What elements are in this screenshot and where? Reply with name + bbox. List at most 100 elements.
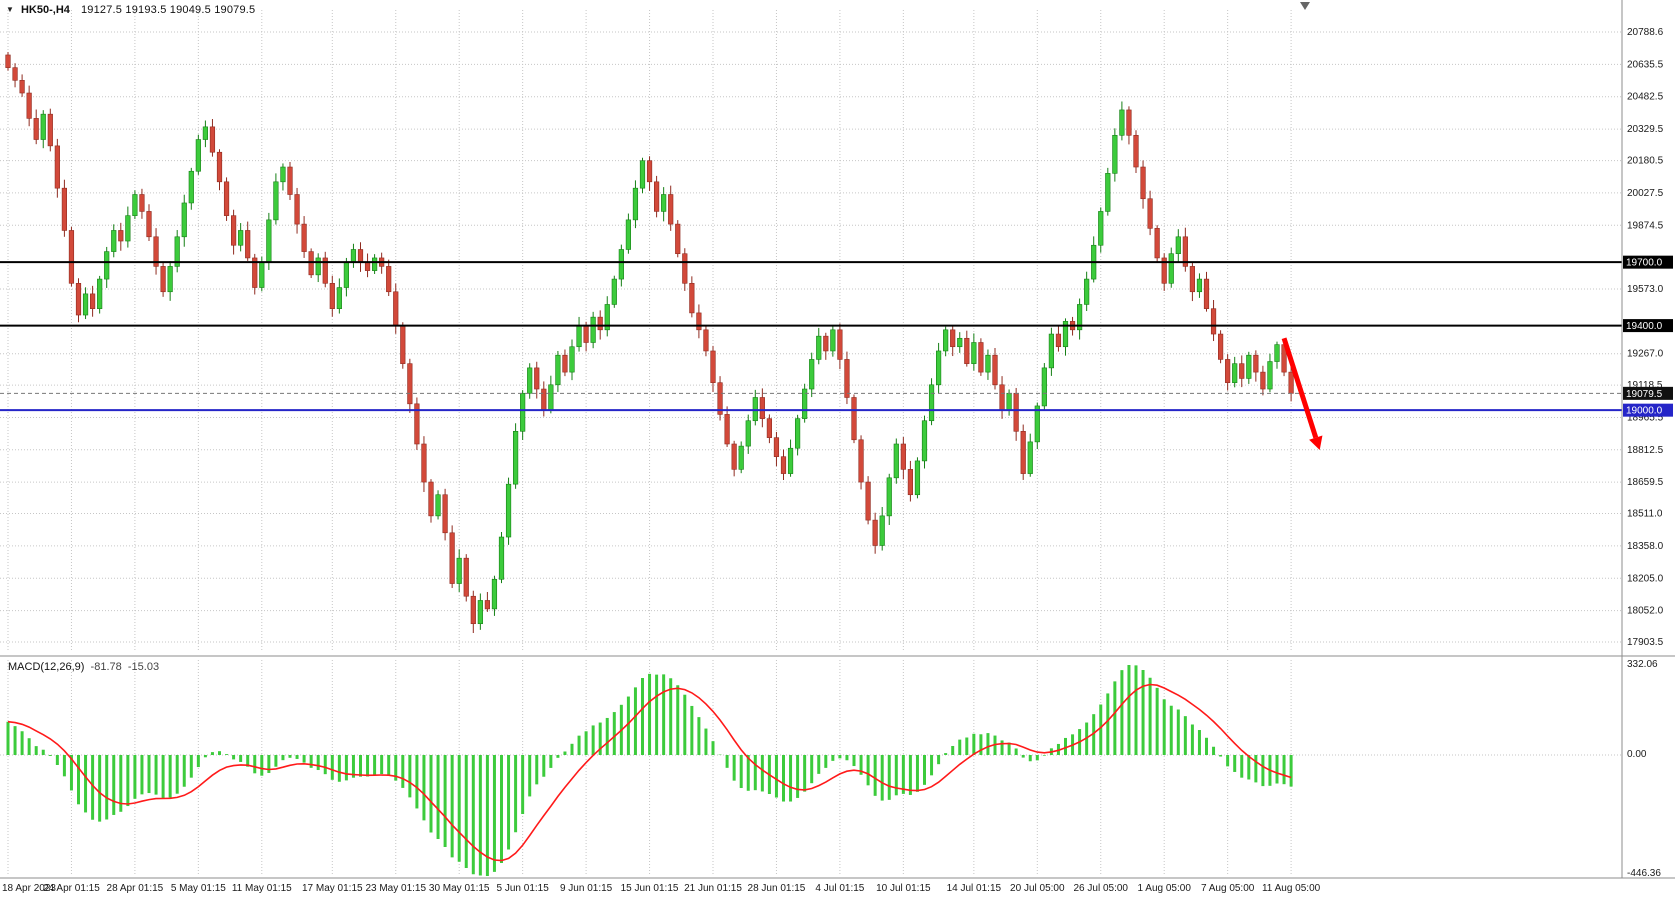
candle-body (548, 384, 554, 411)
candle-body (830, 329, 836, 352)
candle-body (188, 170, 194, 204)
trend-arrow-annotation[interactable] (1281, 337, 1323, 451)
candle-body (1253, 354, 1259, 373)
candle-body (520, 392, 526, 432)
time-axis-label: 30 May 01:15 (429, 883, 490, 894)
price-tick-label: 20788.6 (1627, 27, 1664, 38)
candle-body (174, 236, 180, 267)
time-axis-label: 28 Jun 01:15 (748, 883, 806, 894)
time-axis-label: 26 Jul 05:00 (1074, 883, 1129, 894)
candle-body (1098, 211, 1104, 246)
candle-body (449, 532, 455, 584)
price-axis[interactable]: 20788.6 20635.5 20482.5 20329.5 20180.5 20027… (1627, 27, 1664, 648)
candle-body (992, 354, 998, 386)
candle-body (40, 113, 46, 140)
candle-body (463, 557, 469, 597)
candle-body (999, 384, 1005, 411)
candle-body (1119, 109, 1125, 136)
candle-body (950, 329, 956, 348)
candle-body (696, 312, 702, 331)
price-tick-label: 19874.5 (1627, 220, 1664, 231)
macd-value: -81.78 (90, 661, 122, 673)
chart-dropdown-icon[interactable]: ▼ (6, 5, 14, 14)
candle-body (780, 456, 787, 474)
candle-body (1239, 363, 1245, 379)
candle-body (266, 219, 272, 263)
macd-scale-zero-label: 0.00 (1627, 749, 1647, 760)
candle-body (322, 257, 328, 284)
candle-body (689, 283, 695, 314)
candle-body (12, 67, 18, 81)
price-tick-label: 17903.5 (1627, 637, 1664, 648)
candle-body (1203, 278, 1210, 309)
candle-body (1140, 166, 1146, 200)
candle-body (301, 223, 307, 252)
time-axis-label: 14 Jul 01:15 (947, 883, 1002, 894)
candle-body (1168, 253, 1174, 284)
candle-body (400, 325, 406, 364)
candle-body (893, 443, 899, 479)
time-axis-label: 17 May 01:15 (302, 883, 363, 894)
candle-body (978, 342, 984, 373)
candle-body (1267, 361, 1273, 390)
candle-body (287, 166, 293, 195)
candle-body (61, 187, 67, 231)
time-axis-label: 11 May 01:15 (232, 883, 292, 894)
candle-body (1225, 359, 1231, 383)
price-tick-label: 18511.0 (1627, 509, 1663, 520)
candle-body (19, 80, 25, 94)
candle-body (364, 261, 371, 271)
candle-body (1034, 405, 1040, 443)
candle-body (97, 278, 103, 309)
candle-body (357, 249, 364, 263)
candle-body (1062, 321, 1069, 348)
candle-body (717, 382, 723, 415)
price-tick-label: 19267.0 (1627, 349, 1664, 360)
candle-body (259, 261, 265, 288)
price-tick-label: 20482.5 (1627, 92, 1664, 103)
symbol-overlay: ▼ HK50-,H4 19127.5 19193.5 19049.5 19079… (6, 4, 255, 16)
candle-body (837, 329, 843, 360)
candle-body (1175, 236, 1181, 255)
candle-body (75, 283, 82, 316)
candle-body (1161, 257, 1167, 284)
chart-shift-marker-icon[interactable] (1300, 2, 1310, 10)
candle-body (1210, 308, 1217, 335)
candle-body (879, 515, 885, 546)
candle-body (844, 359, 850, 398)
candle-body (181, 202, 187, 238)
candle-body (223, 181, 230, 216)
candle-body (823, 335, 829, 352)
candle-body (1154, 228, 1160, 259)
candle-body (1232, 363, 1238, 383)
macd-indicator-label: MACD(12,26,9) (8, 661, 85, 673)
candle-body (611, 278, 617, 305)
candle-body (146, 211, 152, 238)
price-level-label-box (1623, 255, 1673, 269)
candle-body (1133, 135, 1139, 168)
candle-body (315, 257, 321, 276)
macd-histogram (6, 665, 1293, 876)
candle-body (1055, 333, 1062, 348)
candle-body (231, 215, 237, 246)
candle-body (329, 283, 335, 309)
candle-body (576, 325, 582, 348)
candle-body (1196, 278, 1203, 293)
candle-body (47, 113, 53, 147)
candle-body (738, 445, 744, 470)
candle-body (555, 354, 561, 386)
candle-body (428, 481, 434, 517)
time-axis-label: 4 Jul 01:15 (815, 883, 864, 894)
candle-body (794, 418, 801, 449)
time-axis-label: 11 Aug 05:00 (1262, 883, 1321, 894)
candle-body (139, 194, 145, 212)
candle-body (216, 151, 223, 183)
candle-body (202, 126, 209, 140)
candle-body (1027, 441, 1033, 474)
current-price-label: 19079.5 (1626, 389, 1663, 400)
candle-body (1048, 333, 1054, 369)
candle-body (1013, 392, 1019, 432)
candle-body (407, 363, 413, 405)
